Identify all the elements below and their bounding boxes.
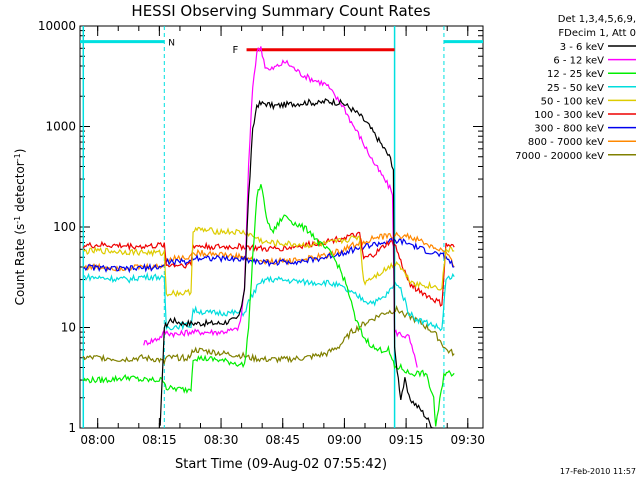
series-line-300-800-kev: [83, 237, 455, 274]
y-tick-label: 1: [68, 421, 76, 435]
plot-frame: [79, 25, 484, 429]
footer-date: 17-Feb-2010 11:57: [560, 467, 636, 476]
legend-entry-label: 800 - 7000 keV: [528, 137, 604, 148]
legend-entry-label: 6 - 12 keV: [553, 56, 604, 67]
night-label: N: [168, 39, 175, 49]
x-tick-label: 09:15: [389, 433, 424, 447]
series-line-6-12-kev: [143, 46, 418, 368]
legend-entry-label: 7000 - 20000 keV: [515, 151, 604, 162]
x-tick-label: 08:00: [80, 433, 115, 447]
x-tick-label: 08:45: [265, 433, 300, 447]
x-tick-label: 09:30: [450, 433, 485, 447]
y-axis-label: Count Rate (s-1 detector-1): [13, 149, 28, 306]
y-tick-label: 100: [53, 220, 76, 234]
flare-label: F: [233, 45, 239, 56]
legend-entry-label: 100 - 300 keV: [534, 110, 604, 121]
series-line-25-50-kev: [83, 271, 455, 332]
legend-entry-label: 3 - 6 keV: [560, 42, 604, 53]
x-tick-label: 08:15: [142, 433, 177, 447]
y-tick-label: 1000: [45, 120, 76, 134]
series-line-3-6-kev: [159, 97, 434, 428]
legend-header-line: Det 1,3,4,5,6,9,: [558, 14, 636, 25]
x-tick-label: 08:30: [204, 433, 239, 447]
chart-title: HESSI Observing Summary Count Rates: [131, 2, 430, 20]
y-tick-label: 10000: [38, 19, 76, 33]
x-axis-label: Start Time (09-Aug-02 07:55:42): [175, 457, 387, 472]
x-tick-label: 09:00: [327, 433, 362, 447]
legend-entry-label: 25 - 50 keV: [547, 83, 604, 94]
series-line-7000-20000-kev: [82, 304, 455, 366]
y-tick-label: 10: [61, 321, 76, 335]
series-line-100-300-kev: [82, 231, 455, 307]
series-line-50-100-kev: [82, 226, 455, 298]
legend-header-line: FDecim 1, Att 0: [558, 28, 636, 39]
series-line-12-25-kev: [82, 184, 455, 427]
legend-entry-label: 12 - 25 keV: [547, 69, 604, 80]
legend-entry-label: 300 - 800 keV: [534, 124, 604, 135]
legend-entry-label: 50 - 100 keV: [541, 96, 605, 107]
